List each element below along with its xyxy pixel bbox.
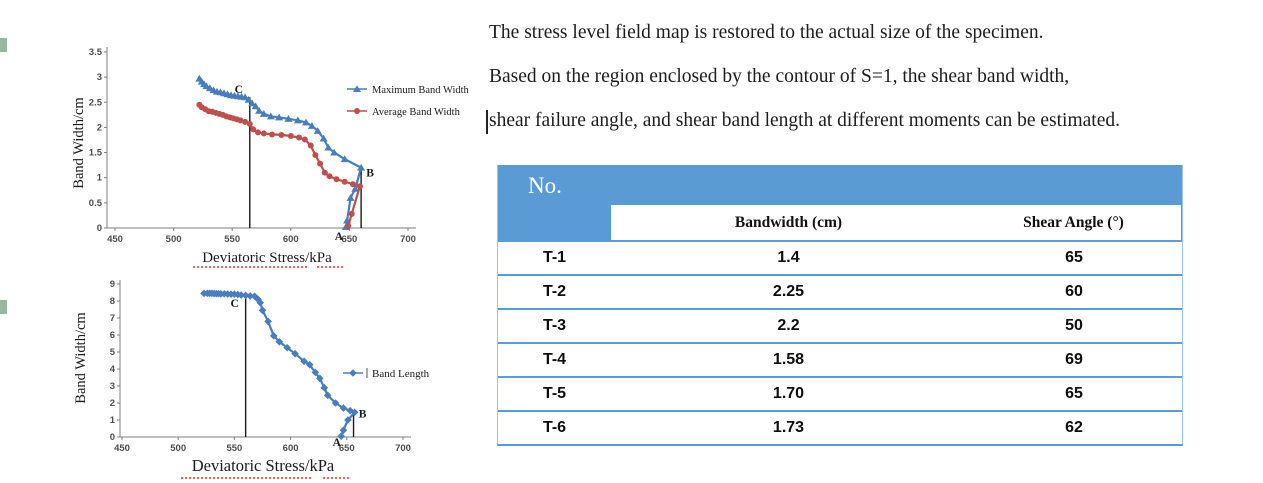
- text-cursor: [486, 110, 488, 134]
- bandwidth-vs-stress-chart[interactable]: 450 500 550 600 650 700 0 0.5 1 1.5 2 2.5 3 3.5 C B A Max…: [55, 15, 485, 277]
- table-cell-shear-angle[interactable]: 62: [1065, 419, 1083, 436]
- table-cell-bandwidth[interactable]: 1.73: [772, 419, 805, 436]
- svg-text:600: 600: [283, 443, 299, 454]
- table-cell-no[interactable]: T-3: [542, 317, 567, 334]
- svg-text:Band Length: Band Length: [372, 368, 430, 380]
- table-cell-shear-angle[interactable]: 50: [1065, 317, 1083, 334]
- edge-artifact: [0, 38, 7, 52]
- svg-text:A: A: [333, 437, 342, 449]
- svg-text:C: C: [230, 298, 238, 310]
- svg-text:9: 9: [110, 279, 115, 290]
- svg-text:Maximum Band Width: Maximum Band Width: [372, 85, 470, 96]
- table-cell-no[interactable]: T-2: [542, 283, 567, 300]
- table-cell-shear-angle[interactable]: 69: [1065, 351, 1083, 368]
- table-col-shear-angle-header[interactable]: Shear Angle (°): [1023, 213, 1124, 231]
- table-cell-bandwidth[interactable]: 2.25: [772, 283, 805, 300]
- band-length-vs-stress-chart[interactable]: 450 500 550 600 650 700 0 1 2 3 4 5 6 7 8 9 C B A Band Leng…: [55, 270, 485, 482]
- svg-text:Deviatoric Stress/kPa: Deviatoric Stress/kPa: [202, 250, 332, 266]
- svg-text:500: 500: [166, 234, 182, 245]
- table-cell-no[interactable]: T-5: [542, 385, 567, 402]
- table-row: T-6 1.73 62: [498, 410, 1182, 444]
- svg-text:5: 5: [110, 347, 116, 358]
- svg-text:450: 450: [114, 443, 130, 454]
- svg-text:6: 6: [110, 330, 115, 341]
- table-corner-header[interactable]: No.: [528, 173, 562, 198]
- svg-text:1: 1: [97, 173, 103, 184]
- table-col-bandwidth-header[interactable]: Bandwidth (cm): [734, 213, 843, 231]
- edge-artifact: [0, 300, 7, 314]
- svg-text:B: B: [366, 168, 374, 180]
- svg-text:2.5: 2.5: [89, 97, 103, 108]
- svg-text:700: 700: [395, 443, 411, 454]
- table-cell-shear-angle[interactable]: 60: [1065, 283, 1083, 300]
- svg-text:0: 0: [97, 223, 102, 234]
- table-cell-shear-angle[interactable]: 65: [1065, 249, 1083, 266]
- svg-text:1: 1: [110, 415, 116, 426]
- results-table: No. Bandwidth (cm) Shear Angle (°) T-1 1.…: [497, 165, 1183, 446]
- svg-text:600: 600: [283, 234, 299, 245]
- text-line-1[interactable]: The stress level field map is restored t…: [489, 22, 1044, 43]
- svg-text:2: 2: [110, 398, 115, 409]
- table-cell-no[interactable]: T-4: [542, 351, 567, 368]
- svg-text:3: 3: [110, 381, 115, 392]
- table-cell-no[interactable]: T-1: [542, 249, 567, 266]
- table-row: T-2 2.25 60: [498, 274, 1182, 308]
- svg-text:C: C: [235, 84, 243, 96]
- svg-text:Band Width/cm: Band Width/cm: [71, 97, 87, 189]
- svg-text:0: 0: [110, 432, 115, 443]
- table-row: T-5 1.70 65: [498, 376, 1182, 410]
- svg-text:7: 7: [110, 313, 115, 324]
- text-line-2[interactable]: Based on the region enclosed by the cont…: [489, 66, 1070, 87]
- svg-text:Average Band Width: Average Band Width: [372, 107, 461, 118]
- svg-text:650: 650: [341, 234, 357, 245]
- table-subheader: Bandwidth (cm) Shear Angle (°): [611, 205, 1182, 240]
- svg-text:B: B: [359, 409, 367, 421]
- table-row: T-3 2.2 50: [498, 308, 1182, 342]
- table-cell-bandwidth[interactable]: 2.2: [777, 317, 800, 334]
- svg-text:550: 550: [224, 234, 240, 245]
- svg-text:0.5: 0.5: [89, 198, 103, 209]
- svg-text:4: 4: [110, 364, 116, 375]
- svg-text:A: A: [335, 231, 344, 243]
- svg-text:650: 650: [339, 443, 355, 454]
- svg-text:500: 500: [170, 443, 186, 454]
- table-cell-shear-angle[interactable]: 65: [1065, 385, 1083, 402]
- svg-text:3.5: 3.5: [89, 47, 103, 58]
- svg-text:1.5: 1.5: [89, 148, 103, 159]
- svg-text:2: 2: [97, 122, 102, 133]
- table-cell-no[interactable]: T-6: [542, 419, 567, 436]
- svg-text:Band Width/cm: Band Width/cm: [73, 312, 89, 404]
- svg-text:550: 550: [226, 443, 242, 454]
- svg-text:8: 8: [110, 296, 115, 307]
- table-row: T-4 1.58 69: [498, 342, 1182, 376]
- svg-text:Deviatoric Stress/kPa: Deviatoric Stress/kPa: [192, 456, 335, 475]
- table-header: No. Bandwidth (cm) Shear Angle (°): [498, 165, 1182, 240]
- table-row: T-1 1.4 65: [498, 240, 1182, 274]
- table-cell-bandwidth[interactable]: 1.58: [772, 351, 805, 368]
- svg-text:700: 700: [400, 234, 416, 245]
- table-cell-bandwidth[interactable]: 1.4: [777, 249, 800, 266]
- svg-text:450: 450: [107, 234, 123, 245]
- text-line-3[interactable]: shear failure angle, and shear band leng…: [489, 110, 1120, 131]
- table-body: T-1 1.4 65 T-2 2.25 60 T-3 2.2 50 T-4 1.58 69 T-5 1.7…: [498, 240, 1182, 444]
- table-cell-bandwidth[interactable]: 1.70: [772, 385, 805, 402]
- svg-text:3: 3: [97, 72, 102, 83]
